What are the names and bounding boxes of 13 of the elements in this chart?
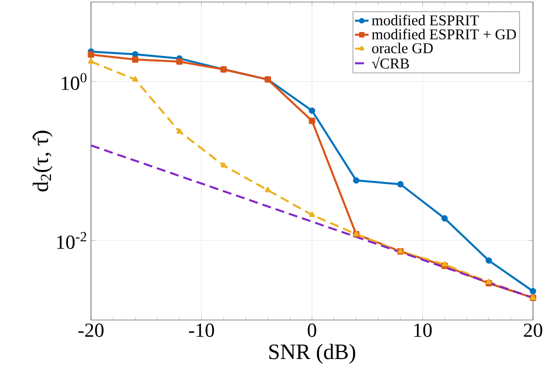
x-axis-title: SNR (dB) xyxy=(269,344,356,364)
x-tick-label: 20 xyxy=(524,324,542,337)
x-tick-label: -20 xyxy=(78,324,104,337)
legend-label: modified ESPRIT xyxy=(372,14,479,26)
legend-label: √CRB xyxy=(372,56,409,69)
legend-label: modified ESPRIT + GD xyxy=(372,28,516,40)
x-tick-label: 10 xyxy=(414,324,432,337)
y-tick-label: 10$^{-2}$ xyxy=(57,232,86,249)
y-axis-title: d$_{2}$(τ, τ̂) xyxy=(32,130,53,192)
y-tick-label: 10$^{0}$ xyxy=(62,73,86,90)
legend-label: oracle GD xyxy=(372,42,433,54)
x-tick-label: -10 xyxy=(188,324,214,337)
x-tick-label: 0 xyxy=(308,324,316,337)
